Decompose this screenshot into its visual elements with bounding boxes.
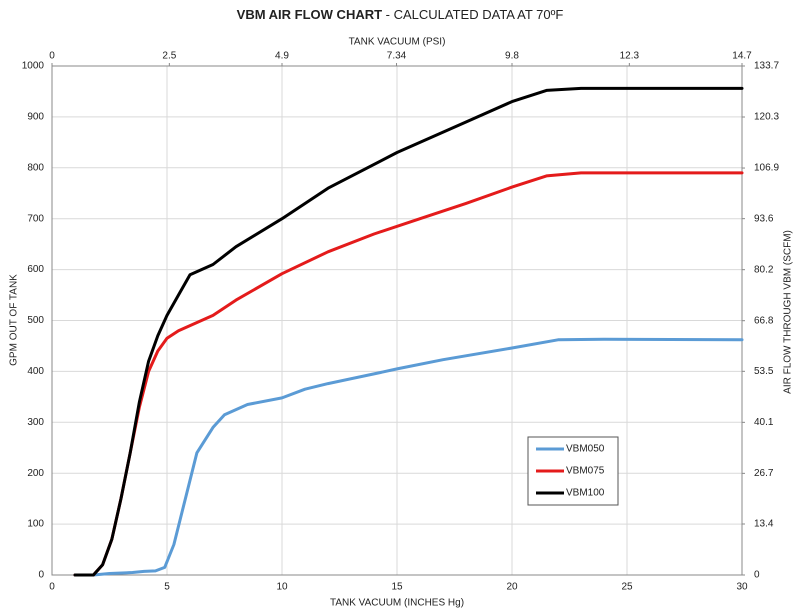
x2-tick-label: 9.8 (505, 51, 519, 62)
x-tick-label: 25 (621, 582, 633, 593)
x2-tick-label: 7.34 (387, 51, 407, 62)
y-tick-label: 1000 (22, 61, 45, 72)
y2-tick-label: 120.3 (754, 112, 779, 123)
x-tick-label: 30 (736, 582, 748, 593)
series-line (73, 337, 744, 577)
y2-axis-label: AIR FLOW THROUGH VBM (SCFM) (783, 230, 794, 394)
x-tick-label: 5 (164, 582, 170, 593)
chart-title: VBM AIR FLOW CHART (237, 7, 382, 22)
y-tick-label: 600 (27, 264, 44, 275)
y2-tick-label: 40.1 (754, 417, 774, 428)
x2-tick-label: 0 (49, 51, 55, 62)
y-tick-label: 0 (38, 570, 44, 581)
y2-tick-label: 93.6 (754, 213, 774, 224)
x2-tick-label: 14.7 (732, 51, 752, 62)
x-tick-label: 0 (49, 582, 55, 593)
y2-tick-label: 0 (754, 570, 760, 581)
y2-tick-label: 53.5 (754, 366, 774, 377)
x-tick-label: 10 (276, 582, 288, 593)
y-tick-label: 700 (27, 213, 44, 224)
chart-title-line: VBM AIR FLOW CHART - CALCULATED DATA AT … (237, 7, 564, 22)
x2-tick-label: 12.3 (620, 51, 640, 62)
x-tick-label: 20 (506, 582, 518, 593)
x2-tick-label: 4.9 (275, 51, 289, 62)
y2-tick-label: 13.4 (754, 519, 774, 530)
y2-tick-label: 26.7 (754, 468, 774, 479)
series-line (73, 86, 744, 577)
y-tick-label: 400 (27, 366, 44, 377)
y2-tick-label: 66.8 (754, 315, 774, 326)
plot-frame (51, 65, 743, 576)
y2-tick-label: 133.7 (754, 61, 779, 72)
x-axis-label: TANK VACUUM (INCHES Hg) (330, 598, 464, 609)
y2-tick-label: 80.2 (754, 264, 774, 275)
chart-subtitle: - CALCULATED DATA AT 70ºF (386, 7, 564, 22)
x-tick-label: 15 (391, 582, 403, 593)
y-tick-label: 200 (27, 468, 44, 479)
legend-label: VBM050 (566, 444, 605, 455)
y-tick-label: 300 (27, 417, 44, 428)
y-tick-label: 500 (27, 315, 44, 326)
y-tick-label: 900 (27, 112, 44, 123)
legend-label: VBM100 (566, 488, 605, 499)
x2-tick-label: 2.5 (162, 51, 176, 62)
y-tick-label: 100 (27, 519, 44, 530)
y2-tick-label: 106.9 (754, 163, 779, 174)
legend-label: VBM075 (566, 466, 605, 477)
y-axis-label: GPM OUT OF TANK (9, 274, 20, 366)
x2-axis-label: TANK VACUUM (PSI) (349, 37, 446, 48)
series-line (73, 171, 744, 577)
y-tick-label: 800 (27, 162, 44, 173)
